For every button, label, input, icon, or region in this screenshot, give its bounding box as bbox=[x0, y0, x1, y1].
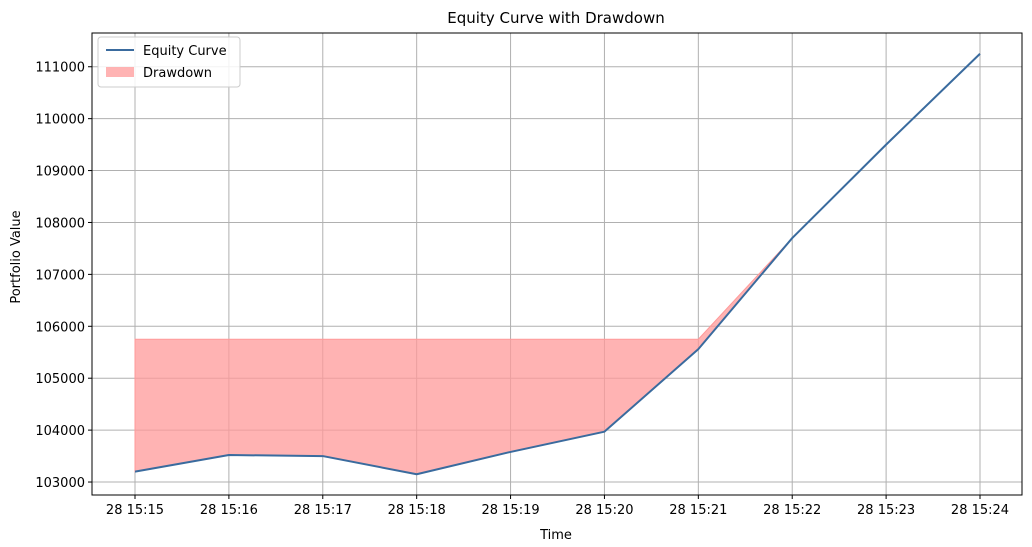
y-tick-label: 104000 bbox=[35, 424, 85, 439]
chart-title: Equity Curve with Drawdown bbox=[447, 9, 664, 27]
legend: Equity Curve Drawdown bbox=[97, 36, 241, 88]
x-tick-label: 28 15:18 bbox=[388, 503, 446, 518]
x-tick-label: 28 15:22 bbox=[763, 503, 821, 518]
x-tick-label: 28 15:23 bbox=[857, 503, 915, 518]
x-tick-label: 28 15:24 bbox=[951, 503, 1009, 518]
x-tick-label: 28 15:16 bbox=[200, 503, 258, 518]
y-tick-label: 106000 bbox=[35, 320, 85, 335]
legend-equity-label: Equity Curve bbox=[143, 44, 227, 59]
y-axis: 103000 104000 105000 106000 107000 108000 1090… bbox=[35, 61, 92, 491]
y-tick-label: 108000 bbox=[35, 216, 85, 231]
plot-frame bbox=[91, 32, 1023, 496]
x-tick-label: 28 15:21 bbox=[669, 503, 727, 518]
x-tick-label: 28 15:17 bbox=[294, 503, 352, 518]
y-tick-label: 109000 bbox=[35, 165, 85, 180]
x-axis-label: Time bbox=[539, 528, 572, 543]
y-tick-label: 111000 bbox=[35, 61, 85, 76]
x-tick-label: 28 15:15 bbox=[106, 503, 164, 518]
legend-drawdown-swatch bbox=[106, 67, 134, 77]
y-tick-label: 110000 bbox=[35, 113, 85, 128]
x-tick-label: 28 15:20 bbox=[575, 503, 633, 518]
x-axis: 28 15:15 28 15:16 28 15:17 28 15:18 28 15:19… bbox=[106, 495, 1009, 518]
legend-drawdown-label: Drawdown bbox=[143, 66, 212, 81]
drawdown-area-layer bbox=[134, 53, 981, 475]
y-tick-label: 105000 bbox=[35, 372, 85, 387]
y-tick-label: 103000 bbox=[35, 476, 85, 491]
x-tick-label: 28 15:19 bbox=[481, 503, 539, 518]
y-tick-label: 107000 bbox=[35, 268, 85, 283]
drawdown-area bbox=[134, 53, 981, 475]
y-axis-label: Portfolio Value bbox=[9, 210, 24, 303]
equity-line-layer bbox=[134, 53, 981, 476]
equity-curve-line bbox=[134, 53, 981, 476]
